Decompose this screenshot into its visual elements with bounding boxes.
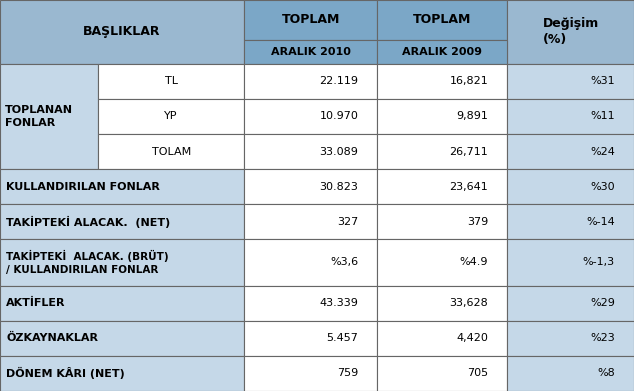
Text: 759: 759: [337, 368, 358, 378]
Text: Değişim
(%): Değişim (%): [543, 17, 598, 47]
Text: 30.823: 30.823: [320, 182, 358, 192]
Text: %-14: %-14: [586, 217, 615, 227]
Text: %8: %8: [597, 368, 615, 378]
Text: %3,6: %3,6: [330, 258, 358, 267]
Text: 4,420: 4,420: [456, 333, 488, 343]
Bar: [244, 64, 377, 99]
Text: TL: TL: [165, 76, 178, 86]
Text: %23: %23: [590, 333, 615, 343]
Bar: [507, 239, 634, 285]
Text: TOPLAM: TOPLAM: [281, 13, 340, 26]
Bar: [244, 321, 377, 356]
Text: 23,641: 23,641: [450, 182, 488, 192]
Text: %11: %11: [590, 111, 615, 122]
Text: 5.457: 5.457: [327, 333, 358, 343]
Bar: [244, 239, 377, 285]
Text: TAKİPTEKİ ALACAK.  (NET): TAKİPTEKİ ALACAK. (NET): [6, 216, 171, 228]
Text: 43.339: 43.339: [320, 298, 358, 308]
Bar: [377, 0, 507, 39]
Bar: [377, 134, 507, 169]
Bar: [377, 356, 507, 391]
Bar: [98, 134, 244, 169]
Text: DÖNEM KÂRI (NET): DÖNEM KÂRI (NET): [6, 368, 125, 380]
Text: %-1,3: %-1,3: [583, 258, 615, 267]
Bar: [507, 0, 634, 64]
Text: 33,628: 33,628: [450, 298, 488, 308]
Text: ARALIK 2010: ARALIK 2010: [271, 47, 351, 57]
Text: 33.089: 33.089: [320, 147, 358, 156]
Bar: [377, 39, 507, 64]
Bar: [244, 356, 377, 391]
Bar: [0, 239, 244, 285]
Text: BAŞLIKLAR: BAŞLIKLAR: [83, 25, 161, 38]
Text: AKTİFLER: AKTİFLER: [6, 298, 66, 308]
Bar: [377, 285, 507, 321]
Text: 16,821: 16,821: [450, 76, 488, 86]
Bar: [244, 204, 377, 239]
Text: TOPLAM: TOPLAM: [413, 13, 472, 26]
Text: 22.119: 22.119: [319, 76, 358, 86]
Bar: [377, 204, 507, 239]
Bar: [507, 169, 634, 204]
Bar: [98, 99, 244, 134]
Text: ÖZKAYNAKLAR: ÖZKAYNAKLAR: [6, 333, 98, 343]
Bar: [244, 0, 377, 39]
Text: %31: %31: [590, 76, 615, 86]
Text: TOLAM: TOLAM: [152, 147, 191, 156]
Text: 9,891: 9,891: [456, 111, 488, 122]
Text: TAKİPTEKİ  ALACAK. (BRÜT)
/ KULLANDIRILAN FONLAR: TAKİPTEKİ ALACAK. (BRÜT) / KULLANDIRILAN…: [6, 250, 169, 275]
Bar: [507, 285, 634, 321]
Bar: [0, 204, 244, 239]
Bar: [244, 169, 377, 204]
Bar: [507, 356, 634, 391]
Bar: [377, 99, 507, 134]
Bar: [377, 64, 507, 99]
Text: 705: 705: [467, 368, 488, 378]
Bar: [507, 204, 634, 239]
Bar: [507, 99, 634, 134]
Text: 327: 327: [337, 217, 358, 227]
Text: %30: %30: [590, 182, 615, 192]
Text: 10.970: 10.970: [320, 111, 358, 122]
Bar: [0, 321, 244, 356]
Bar: [0, 169, 244, 204]
Bar: [507, 321, 634, 356]
Text: %4.9: %4.9: [460, 258, 488, 267]
Bar: [377, 169, 507, 204]
Bar: [0, 356, 244, 391]
Text: TOPLANAN
FONLAR: TOPLANAN FONLAR: [5, 105, 73, 127]
Text: %29: %29: [590, 298, 615, 308]
Text: ARALIK 2009: ARALIK 2009: [402, 47, 482, 57]
Text: YP: YP: [164, 111, 178, 122]
Bar: [377, 239, 507, 285]
Bar: [0, 64, 98, 169]
Bar: [507, 64, 634, 99]
Bar: [244, 99, 377, 134]
Bar: [244, 134, 377, 169]
Bar: [244, 39, 377, 64]
Text: %24: %24: [590, 147, 615, 156]
Bar: [377, 321, 507, 356]
Text: KULLANDIRILAN FONLAR: KULLANDIRILAN FONLAR: [6, 182, 160, 192]
Bar: [98, 64, 244, 99]
Text: 379: 379: [467, 217, 488, 227]
Bar: [0, 0, 244, 64]
Bar: [0, 285, 244, 321]
Bar: [244, 285, 377, 321]
Bar: [507, 134, 634, 169]
Text: 26,711: 26,711: [450, 147, 488, 156]
